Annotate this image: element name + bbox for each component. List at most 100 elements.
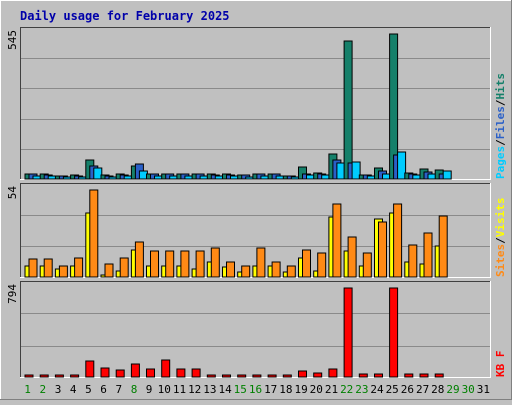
bar-kb-f — [115, 369, 125, 378]
bar-kb-f — [222, 374, 231, 378]
bar-kb-f — [70, 374, 80, 378]
day-label: 30 — [462, 383, 475, 396]
day-label: 21 — [325, 383, 338, 396]
bar-sites — [302, 249, 311, 278]
bar-pages — [442, 170, 452, 180]
bar-kb-f — [419, 373, 429, 378]
bar-sites — [226, 261, 235, 278]
day-label: 25 — [386, 383, 399, 396]
chart-title: Daily usage for February 2025 — [20, 9, 230, 23]
bar-sites — [332, 203, 342, 278]
y-max-label: 545 — [6, 30, 19, 50]
bar-kb-f — [282, 374, 292, 378]
bar-kb-f — [24, 374, 34, 378]
bar-sites — [104, 263, 114, 278]
bar-kb-f — [343, 287, 353, 378]
bar-sites — [195, 250, 205, 278]
day-label: 24 — [370, 383, 384, 396]
day-label: 11 — [173, 383, 186, 396]
bar-sites — [347, 236, 357, 278]
bar-kb-f — [267, 374, 277, 378]
bar-sites — [165, 250, 175, 278]
bar-sites — [180, 250, 190, 278]
day-label: 10 — [158, 383, 171, 396]
bar-sites — [74, 257, 84, 278]
day-label: 18 — [279, 383, 292, 396]
legend-item-2: Files — [494, 106, 507, 139]
bar-kb-f — [328, 368, 338, 378]
day-label: 17 — [264, 383, 277, 396]
day-label: 31 — [477, 383, 490, 396]
bar-kb-f — [358, 373, 368, 378]
bar-sites — [119, 257, 129, 278]
bar-kb-f — [100, 367, 110, 378]
day-label: 2 — [39, 383, 46, 396]
bar-kb-f — [39, 374, 49, 378]
bar-sites — [43, 258, 53, 278]
bar-sites — [438, 215, 448, 278]
bar-sites — [317, 252, 327, 278]
bar-kb-f — [161, 359, 171, 378]
day-label: 28 — [431, 383, 444, 396]
y-max-label: 794 — [6, 284, 19, 304]
day-label: 13 — [203, 383, 216, 396]
day-label: 16 — [249, 383, 262, 396]
bar-sites — [378, 221, 387, 278]
bar-hits — [343, 40, 353, 180]
day-label: 6 — [100, 383, 107, 396]
bar-sites — [150, 250, 159, 278]
day-label: 27 — [416, 383, 429, 396]
legend-item-4: Hits — [494, 73, 507, 100]
bar-sites — [271, 261, 281, 278]
bar-sites — [58, 265, 68, 278]
panel-kbytes: 794 KB F — [6, 281, 507, 378]
day-label: 9 — [146, 383, 153, 396]
bar-kb-f — [374, 373, 383, 378]
legend-item-0: Pages — [494, 146, 507, 179]
legend-item-1: / — [494, 139, 507, 146]
bar-sites — [134, 241, 144, 278]
bar-kb-f — [389, 287, 399, 378]
day-label: 29 — [446, 383, 459, 396]
bar-sites — [393, 203, 403, 278]
bar-sites — [241, 265, 251, 278]
day-label: 3 — [55, 383, 62, 396]
day-label: 14 — [218, 383, 232, 396]
legend-item-3: / — [494, 99, 507, 106]
day-label: 5 — [85, 383, 92, 396]
day-label: 22 — [340, 383, 353, 396]
legend: Sites/Visits — [494, 198, 507, 278]
legend-item-1: / — [494, 237, 507, 244]
day-label: 19 — [294, 383, 307, 396]
bar-pages — [397, 151, 407, 180]
bar-sites — [286, 265, 296, 278]
bar-kb-f — [434, 373, 444, 378]
bar-kb-f — [191, 368, 201, 378]
bar-sites — [256, 247, 266, 278]
bar-kb-f — [404, 373, 414, 378]
day-label: 26 — [401, 383, 414, 396]
day-label: 1 — [24, 383, 31, 396]
legend-item-2: Visits — [494, 198, 507, 238]
y-max-label: 54 — [6, 186, 19, 200]
bar-sites — [423, 232, 433, 278]
bar-kb-f — [54, 374, 64, 378]
plot-area — [20, 281, 491, 378]
bar-pages — [351, 161, 361, 180]
legend-item-0: Sites — [494, 244, 507, 277]
bar-kb-f — [206, 374, 216, 378]
bar-kb-f — [252, 374, 262, 378]
day-label: 7 — [115, 383, 122, 396]
day-label: 20 — [310, 383, 323, 396]
bar-kb-f — [146, 368, 155, 378]
bar-sites — [210, 247, 220, 278]
bar-kb-f — [237, 374, 247, 378]
day-labels: 1 2 3 4 5 6 7 8 9 10 11 12 13 14 15 16 17 18 19 20 21 22 23 24 2… — [24, 383, 490, 396]
legend: KB F — [494, 351, 507, 378]
plot-area — [20, 27, 491, 180]
panel-sites-visits: 54 Sites/Visits — [6, 183, 507, 278]
bar-sites — [28, 258, 38, 278]
